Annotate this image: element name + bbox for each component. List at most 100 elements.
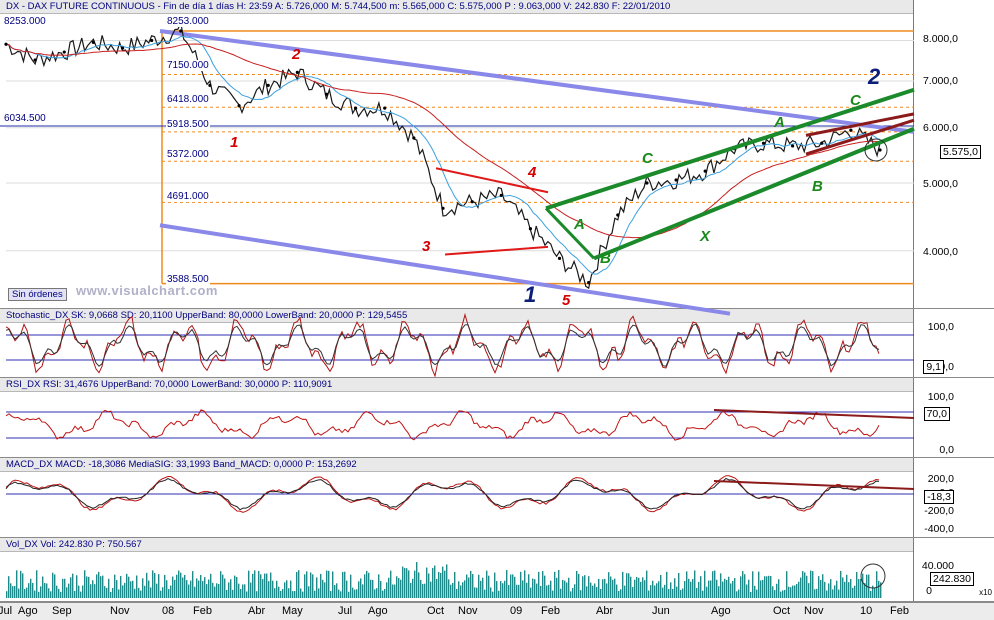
- volume-bar: [820, 580, 822, 598]
- volume-bar: [528, 574, 530, 598]
- volume-bar: [74, 590, 76, 598]
- volume-bar: [728, 576, 730, 598]
- volume-bar: [788, 586, 790, 598]
- volume-bar: [226, 589, 228, 598]
- volume-bar: [644, 580, 646, 598]
- volume-bar: [330, 591, 332, 598]
- volume-bar: [878, 580, 880, 598]
- volume-bar: [698, 581, 700, 598]
- x-tick: Feb: [193, 605, 212, 617]
- volume-bar: [692, 579, 694, 598]
- price-point: [383, 106, 387, 110]
- volume-bar: [84, 570, 86, 598]
- price-point: [761, 141, 766, 145]
- volume-bar: [792, 585, 794, 598]
- volume-bar: [380, 580, 382, 598]
- volume-bar: [110, 591, 112, 598]
- volume-bar: [432, 567, 434, 598]
- volume-bar: [178, 570, 180, 598]
- volume-bar: [816, 588, 818, 598]
- volume-bar: [616, 584, 618, 598]
- volume-bar: [582, 576, 584, 598]
- wedge-lower: [805, 118, 915, 156]
- volume-bar: [162, 587, 164, 598]
- volume-bar: [410, 582, 412, 598]
- volume-bar: [714, 570, 716, 598]
- wave-label: B: [812, 178, 823, 195]
- x-tick: Feb: [541, 605, 560, 617]
- rsi-divergence-line: [713, 409, 915, 419]
- volume-bar: [864, 583, 866, 598]
- volume-bar: [294, 591, 296, 598]
- volume-bar: [434, 565, 436, 598]
- volume-bar: [524, 570, 526, 598]
- volume-bar: [12, 586, 14, 598]
- volume-bar: [552, 590, 554, 598]
- y-tick: 0,0: [939, 444, 954, 456]
- wave-label: 2: [868, 64, 881, 89]
- volume-bar: [318, 588, 320, 598]
- volume-bar: [780, 591, 782, 598]
- volume-bar: [368, 572, 370, 598]
- volume-bar: [44, 582, 46, 598]
- no-orders-button[interactable]: Sin órdenes: [8, 288, 67, 301]
- volume-bar: [358, 581, 360, 598]
- volume-bar: [704, 570, 706, 598]
- macd-header: MACD_DX MACD: -18,3086 MediaSIG: 33,1993…: [6, 459, 357, 470]
- stochastic-last-badge: 9,1: [923, 360, 944, 374]
- green-channel-upper: [545, 87, 915, 211]
- wave-label: A: [774, 114, 785, 131]
- fib-level-label: 8253.000: [166, 16, 210, 27]
- volume-bar: [254, 570, 256, 598]
- volume-bar: [592, 585, 594, 598]
- volume-bar: [558, 570, 560, 598]
- green-channel-lower: [593, 126, 915, 261]
- volume-bar: [134, 588, 136, 598]
- volume-bar: [86, 576, 88, 598]
- volume-bar: [396, 576, 398, 598]
- volume-bar: [776, 583, 778, 598]
- macd-signal-line: [5, 477, 880, 511]
- wave-label: C: [850, 92, 861, 109]
- volume-bar: [512, 574, 514, 598]
- x-tick: Sep: [52, 605, 72, 617]
- volume-bar: [314, 590, 316, 598]
- volume-bar: [534, 579, 536, 598]
- volume-bar: [504, 580, 506, 598]
- volume-bar: [280, 590, 282, 598]
- volume-bar: [68, 583, 70, 598]
- volume-bar: [474, 587, 476, 598]
- volume-bar: [572, 587, 574, 598]
- volume-bar: [606, 583, 608, 598]
- wave-label: 2: [292, 46, 301, 63]
- y-tick: 100,0: [927, 321, 954, 333]
- macd-pane[interactable]: MACD_DX MACD: -18,3086 MediaSIG: 33,1993…: [0, 458, 994, 538]
- y-tick: 8.000,0: [922, 33, 958, 45]
- volume-bar: [478, 574, 480, 598]
- price-pane[interactable]: DX - DAX FUTURE CONTINUOUS - Fin de día …: [0, 0, 994, 309]
- volume-bar: [566, 582, 568, 598]
- stochastic-pane[interactable]: Stochastic_DX SK: 9,0668 SD: 20,1100 Upp…: [0, 309, 994, 378]
- volume-bar: [484, 589, 486, 598]
- rsi-last-badge: 70,0: [923, 407, 950, 421]
- x-tick: Ago: [368, 605, 388, 617]
- volume-bar: [252, 573, 254, 598]
- volume-bar: [634, 579, 636, 598]
- volume-bar: [500, 581, 502, 598]
- volume-bar: [672, 588, 674, 598]
- volume-bar: [440, 572, 442, 598]
- rsi-pane[interactable]: RSI_DX RSI: 31,4676 UpperBand: 70,0000 L…: [0, 378, 994, 458]
- volume-bar: [442, 566, 444, 598]
- volume-bar: [586, 586, 588, 598]
- volume-bar: [342, 571, 344, 598]
- y-tick: 4.000,0: [922, 246, 958, 258]
- moving-average-slow: [5, 43, 881, 239]
- volume-bar: [826, 590, 828, 598]
- wave-label: B: [600, 250, 611, 267]
- volume-bar: [218, 583, 220, 598]
- volume-bar: [502, 583, 504, 598]
- price-point: [354, 106, 358, 110]
- volume-bar: [818, 576, 820, 598]
- volume-bar: [812, 571, 814, 598]
- price-point: [208, 83, 212, 87]
